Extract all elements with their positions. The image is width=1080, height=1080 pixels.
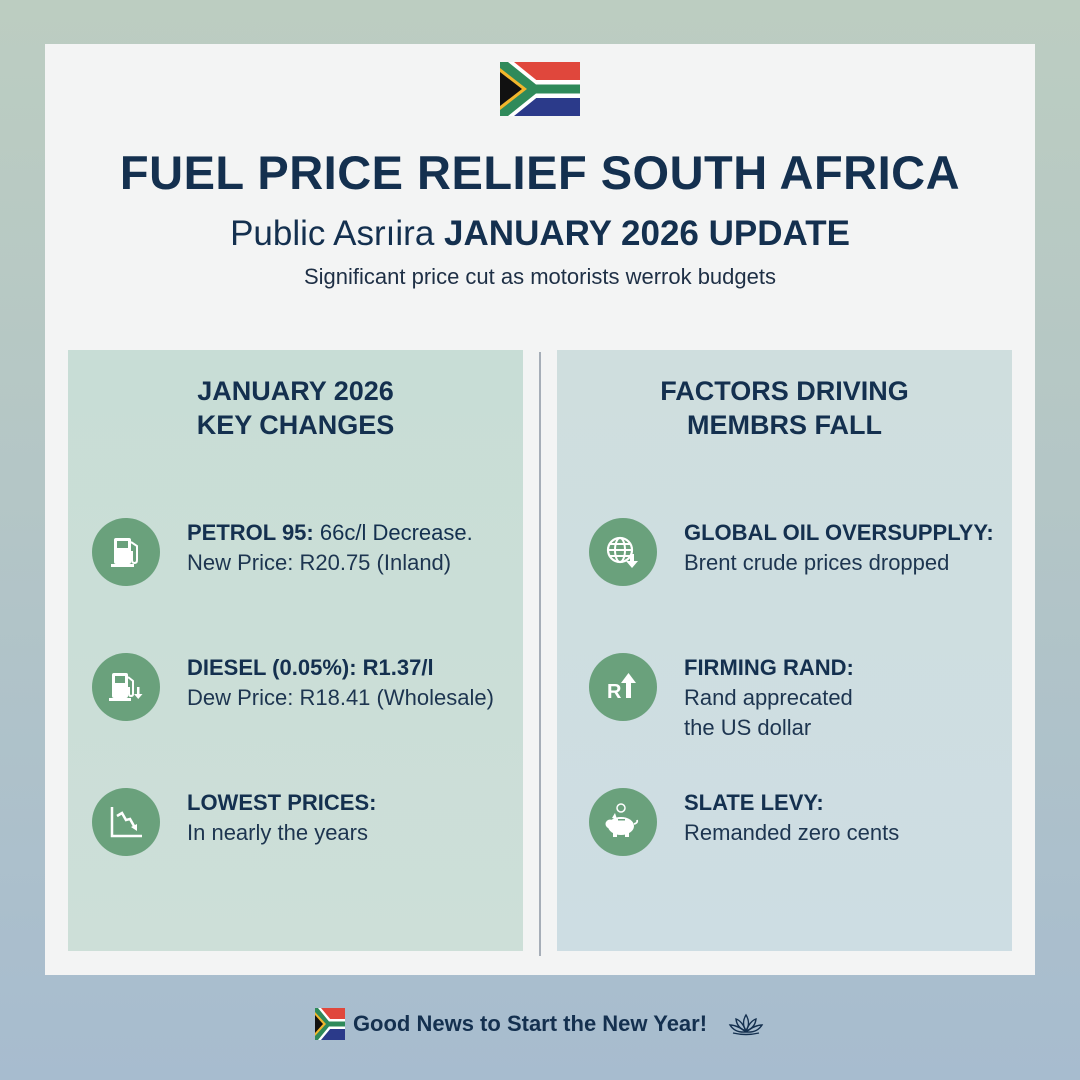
heading-line: MEMBRS FALL [687,410,882,440]
footer-text: Good News to Start the New Year! [352,1011,708,1036]
item-title-normal: 66c/l Decrease. [313,520,473,545]
item-desc: Remanded zero cents [684,820,900,845]
item-desc: Rand apprecated [684,685,853,710]
factors-panel: FACTORS DRIVING MEMBRS FALL GLOBAL OIL O… [557,350,1012,951]
factors-heading: FACTORS DRIVING MEMBRS FALL [557,374,1012,442]
subtitle-date: JANUARY 2026 UPDATE [444,214,850,253]
heading-line: JANUARY 2026 [197,376,394,406]
list-item-firming-rand: R FIRMING RAND: Rand apprecated the US d… [589,653,854,743]
fuel-pump-down-icon [92,653,160,721]
heading-line: FACTORS DRIVING [660,376,909,406]
page-title: FUEL PRICE RELIEF SOUTH AFRICA [119,146,961,199]
fuel-pump-icon [92,518,160,586]
item-desc: Brent crude prices dropped [684,550,950,575]
tagline: Significant price cut as motorists werro… [304,264,776,289]
item-desc: Dew Price: R18.41 (Wholesale) [187,685,494,710]
item-title-bold: PETROL 95: [187,520,314,545]
item-desc: New Price: R20.75 (Inland) [187,550,452,575]
svg-text:R: R [607,681,622,703]
item-title: LOWEST PRICES: [187,788,376,818]
item-title: PETROL 95: 66c/l Decrease. [187,518,473,548]
list-item-slate-levy: SLATE LEVY: Remanded zero cents [589,788,899,856]
panel-divider [539,352,541,956]
list-item-petrol: PETROL 95: 66c/l Decrease. New Price: R2… [92,518,473,586]
page-subtitle: Public Asrıira JANUARY 2026 UPDATE [0,214,1080,254]
item-title: DIESEL (0.05%): R1.37/l [187,653,494,683]
piggy-bank-icon [589,788,657,856]
list-item-lowest-prices: LOWEST PRICES: In nearly the years [92,788,376,856]
item-desc: the US dollar [684,715,812,740]
item-title: GLOBAL OIL OVERSUPPLYY: [684,520,994,545]
subtitle-prefix: Public Asrıira [230,214,435,253]
list-item-oil-oversupply: GLOBAL OIL OVERSUPPLYY: Brent crude pric… [589,518,994,586]
heading-line: KEY CHANGES [196,410,395,440]
rand-up-icon: R [589,653,657,721]
south-africa-flag-icon [500,62,580,116]
key-changes-panel: JANUARY 2026 KEY CHANGES PETROL 95: 66c/… [68,350,523,951]
lotus-icon [728,1013,764,1036]
item-desc: In nearly the years [187,820,368,845]
item-title: SLATE LEVY: [684,790,824,815]
item-title: FIRMING RAND: [684,655,854,680]
item-title-bold: DIESEL (0.05%): R1.37/l [187,655,434,680]
globe-down-icon [589,518,657,586]
chart-down-icon [92,788,160,856]
list-item-diesel: DIESEL (0.05%): R1.37/l Dew Price: R18.4… [92,653,494,721]
key-changes-heading: JANUARY 2026 KEY CHANGES [68,374,523,442]
item-title-bold: LOWEST PRICES: [187,790,377,815]
footer-banner: Good News to Start the New Year! [0,1008,1080,1040]
south-africa-flag-icon [314,1008,345,1040]
